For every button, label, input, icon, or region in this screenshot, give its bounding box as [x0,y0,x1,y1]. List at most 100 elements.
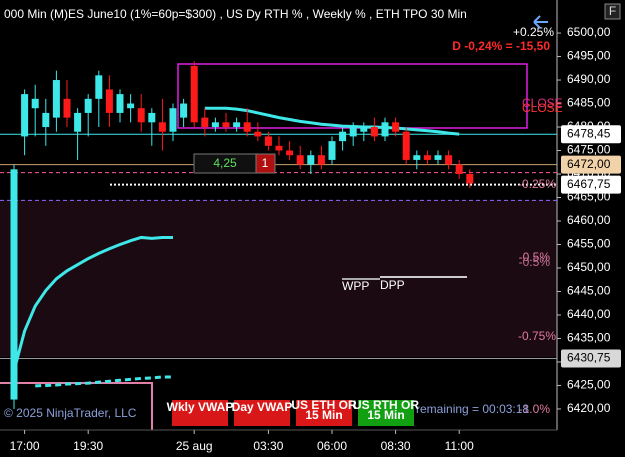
toggle-button[interactable] [358,400,414,426]
counter: 4,25 [213,156,237,170]
dpp-label: DPP [380,278,405,292]
f-button[interactable] [604,3,621,20]
candle-body [360,127,368,132]
close-label: CLOSE [522,96,563,110]
candle-body [127,103,135,109]
candle-body [423,155,431,160]
candle-body [10,169,18,400]
candle-body [243,122,251,132]
candle-body [21,94,29,137]
candle-body [370,127,378,137]
toggle-button[interactable] [234,400,290,426]
zone [0,200,557,357]
button-label[interactable]: US RTH OR [353,398,419,412]
daily-change: D -0,24% = -15,50 [452,39,550,53]
y-tick-label: 6460,00 [567,213,611,227]
y-tick-label: 6425,00 [567,378,611,392]
price-label: 6467,75 [567,177,611,191]
y-tick-label: 6495,00 [567,49,611,63]
candle-body [349,127,357,137]
copyright: © 2025 NinjaTrader, LLC [4,406,137,420]
candle-body [42,112,50,128]
toggle-button[interactable] [172,400,228,426]
price-label: 6472,00 [567,157,611,171]
wpp-label: WPP [342,279,369,293]
y-tick-label: 6445,00 [567,284,611,298]
price-box [561,349,621,368]
x-tick-label: 25 aug [176,439,213,453]
candle-body [211,122,219,128]
button-label[interactable]: 15 Min [305,408,342,422]
candle-body [158,122,166,132]
indicator-line [12,235,173,372]
x-tick-label: 08:30 [381,439,411,453]
candle-body [222,122,230,128]
candle-body [392,122,400,132]
pct-label: -0.5% [519,255,551,269]
candle-body [286,150,294,156]
price-label: 6430,75 [567,351,611,365]
pct-label: -0.75% [518,329,556,343]
candle-body [63,98,71,118]
candle-body [307,155,315,165]
candle-body [434,155,442,160]
candle-body [137,108,145,123]
candle-body [169,108,177,132]
pct-label: -1.0% [519,402,551,416]
arrow-icon[interactable] [533,15,548,29]
price-box [561,175,621,194]
button-label[interactable]: Wkly VWAP [167,400,234,414]
price-label: 6478,45 [567,126,611,140]
y-tick-label: 6450,00 [567,260,611,274]
counter-n-box [255,153,276,174]
price-box [561,155,621,174]
y-tick-label: 6435,00 [567,331,611,345]
button-label[interactable]: US ETH OR [291,398,357,412]
f-button-label[interactable]: F [609,4,616,18]
x-tick-label: 06:00 [317,439,347,453]
indicator-line [204,106,460,136]
candle-body [402,131,410,160]
pct-label: -0.25% [518,177,556,191]
candle-body [296,155,304,165]
candle-body [180,103,188,118]
candle-body [190,65,198,123]
price-box [561,125,621,144]
candle-body [328,141,336,160]
y-tick-label: 6440,00 [567,307,611,321]
button-label[interactable]: Day VWAP [232,400,293,414]
candle-body [455,164,463,175]
candle-body [445,155,453,165]
x-tick-label: 17:00 [10,439,40,453]
candle-body [339,131,347,142]
y-tick-label: 6490,00 [567,72,611,86]
button-label[interactable]: 15 Min [367,408,404,422]
candle-body [413,155,421,160]
counter-n: 1 [262,156,269,170]
tpo-box [177,63,528,129]
candle-body [317,155,325,165]
y-tick-label: 6500,00 [567,25,611,39]
pct-label: -0.5% [519,250,551,264]
candle-body [31,98,39,109]
close-label: CLOSE [522,101,563,115]
candle-body [381,122,389,137]
range-line [0,382,153,430]
pct-label: +0.25% [513,25,554,39]
candle-body [74,112,82,132]
x-tick-label: 03:30 [253,439,283,453]
candle-body [233,122,241,128]
x-tick-label: 11:00 [445,439,474,453]
x-tick-label: 19:30 [73,439,103,453]
y-tick-label: 6475,00 [567,143,611,157]
candle-body [275,145,283,151]
indicator-line [35,375,173,388]
toggle-button[interactable] [296,400,352,426]
candle-body [148,112,156,123]
y-tick-label: 6485,00 [567,96,611,110]
candle-body [116,94,124,113]
candle-body [201,117,209,128]
candle-body [95,75,103,99]
candle-body [105,89,113,113]
